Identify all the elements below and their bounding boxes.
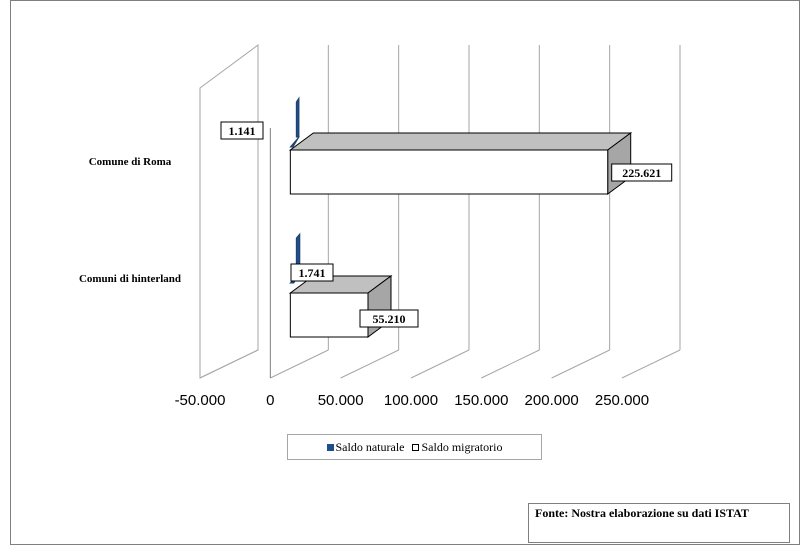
left-wall (199, 44, 259, 379)
legend-label-saldo-naturale: Saldo naturale (335, 439, 405, 454)
category-label-0: Comune di Roma (89, 156, 172, 168)
gridline-floor-6 (621, 349, 681, 379)
x-tick-label-6: 250.000 (595, 392, 649, 409)
data-label-saldo-migratorio-0: 225.621 (622, 166, 661, 180)
data-label-saldo-migratorio-1-box (359, 309, 419, 328)
data-label-saldo-naturale-0: 1.141 (229, 124, 256, 138)
bar-saldo-migratorio-1 (289, 292, 369, 338)
legend-item-saldo-migratorio: Saldo migratorio (412, 440, 502, 455)
chart-frame (10, 0, 800, 545)
x-tick-label-4: 150.000 (454, 392, 508, 409)
x-tick-label-2: 50.000 (318, 392, 364, 409)
legend: Saldo naturale Saldo migratorio (287, 434, 542, 460)
source-note: Fonte: Nostra elaborazione su dati ISTAT (528, 503, 790, 543)
gridline-floor-1 (270, 349, 329, 379)
x-tick-label-5: 200.000 (525, 392, 579, 409)
data-label-saldo-naturale-0-box (220, 121, 264, 140)
gridline-floor-2 (340, 349, 399, 379)
legend-swatch-saldo-naturale (326, 443, 334, 451)
bar-saldo-naturale-0 (289, 96, 300, 148)
bar-saldo-migratorio-0 (289, 149, 609, 195)
x-tick-label-3: 100.000 (384, 392, 438, 409)
source-note-text: Fonte: Nostra elaborazione su dati ISTAT (535, 506, 749, 520)
data-label-saldo-naturale-1-box (290, 263, 334, 282)
gridline-floor-5 (551, 349, 610, 379)
data-label-saldo-naturale-1: 1.741 (299, 266, 326, 280)
gridline-floor-4 (481, 349, 540, 379)
gridline-floor-3 (410, 349, 470, 379)
category-label-1: Comuni di hinterland (79, 273, 181, 285)
x-tick-label-1: 0 (266, 392, 274, 409)
x-tick-label-0: -50.000 (175, 392, 226, 409)
legend-swatch-saldo-migratorio (412, 443, 420, 451)
data-label-saldo-migratorio-0-box (611, 163, 673, 182)
legend-item-saldo-naturale: Saldo naturale (326, 439, 405, 455)
legend-label-saldo-migratorio: Saldo migratorio (421, 439, 503, 454)
data-label-saldo-migratorio-1: 55.210 (372, 312, 405, 326)
bar-saldo-migratorio-top-0 (288, 132, 633, 151)
